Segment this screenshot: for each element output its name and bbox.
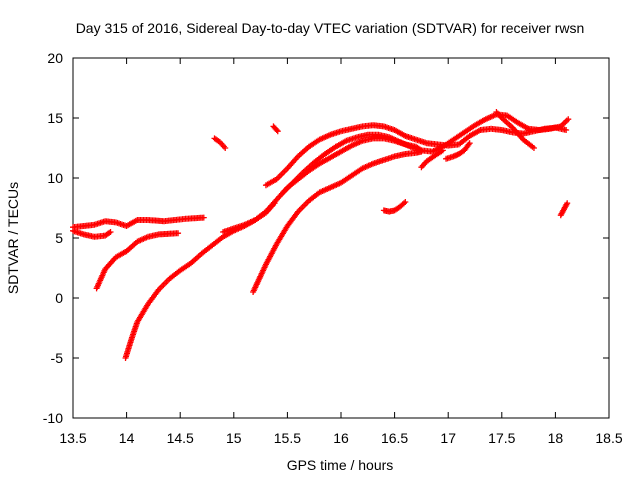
series-track-12: [418, 147, 446, 171]
series-track-3: [93, 230, 182, 292]
series-track-2: [70, 227, 114, 240]
y-tick-label: -5: [51, 350, 64, 366]
data-point: [563, 127, 570, 133]
series-track-10: [250, 148, 425, 295]
data-point: [418, 148, 425, 155]
y-tick-label: 5: [55, 230, 63, 246]
data-point: [530, 145, 537, 151]
x-tick-label: 13.5: [59, 430, 86, 446]
x-tick-label: 16.5: [381, 430, 408, 446]
chart-title: Day 315 of 2016, Sidereal Day-to-day VTE…: [76, 20, 585, 36]
series-track-15: [557, 200, 571, 219]
x-tick-label: 17.5: [488, 430, 515, 446]
x-tick-label: 15.5: [274, 430, 301, 446]
data-point: [222, 145, 229, 151]
data-point: [466, 140, 473, 147]
y-axis-label: SDTVAR / TECUs: [5, 182, 21, 294]
data-point: [439, 147, 446, 154]
x-axis: 13.5 14 14.5 15 15.5 16 16.5 17 17.5 18 18.5: [59, 58, 623, 446]
y-axis: -10 -5 0 5 10 15 20: [43, 50, 609, 426]
series-track-1: [70, 214, 207, 231]
series-track-8: [262, 122, 570, 189]
data-point: [273, 127, 280, 133]
data-marks: [70, 109, 572, 361]
data-point: [564, 200, 571, 207]
data-point: [274, 128, 281, 135]
x-axis-label: GPS time / hours: [287, 457, 394, 473]
data-point: [200, 214, 207, 221]
series-track-13: [443, 140, 473, 162]
y-tick-label: 0: [55, 290, 63, 306]
series-track-4: [122, 200, 278, 361]
series-track-6: [220, 135, 425, 235]
x-tick-label: 17: [440, 430, 456, 446]
y-tick-label: 20: [47, 50, 63, 66]
series-track-5: [211, 135, 229, 151]
series-track-11: [380, 199, 409, 215]
data-point: [107, 229, 114, 235]
x-tick-label: 14: [119, 430, 135, 446]
plot-frame: [72, 57, 610, 419]
series-track-14: [493, 109, 537, 151]
data-point: [175, 230, 182, 237]
series-track-9: [279, 111, 572, 197]
x-tick-label: 15: [226, 430, 242, 446]
x-tick-label: 14.5: [167, 430, 194, 446]
y-tick-label: 15: [47, 110, 63, 126]
x-tick-label: 18.5: [595, 430, 622, 446]
data-point: [400, 200, 407, 207]
series-track-7: [270, 123, 281, 135]
y-tick-label: 10: [47, 170, 63, 186]
x-tick-label: 18: [548, 430, 564, 446]
data-point: [106, 229, 113, 236]
x-tick-label: 16: [333, 430, 349, 446]
y-tick-label: -10: [43, 410, 63, 426]
data-point: [565, 116, 572, 123]
data-point: [402, 199, 409, 205]
